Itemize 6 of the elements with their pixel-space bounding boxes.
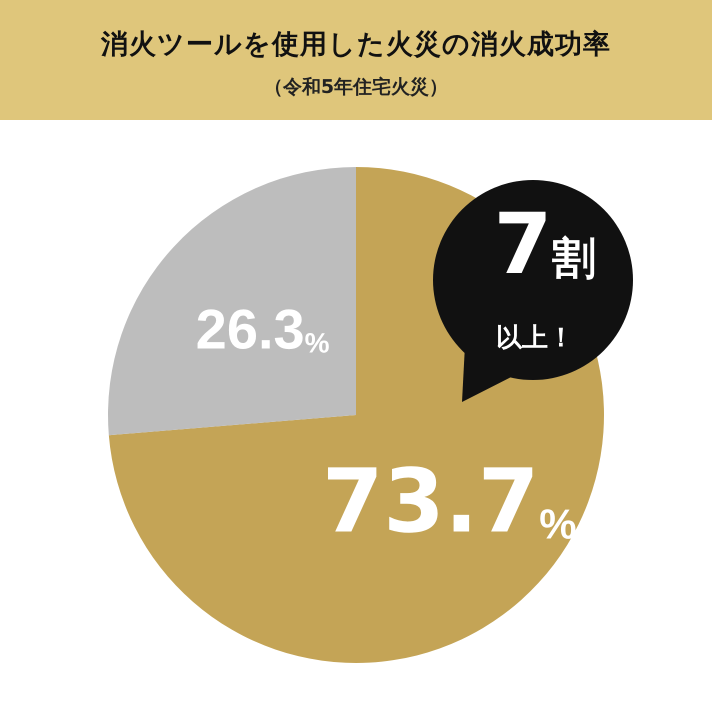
data-label: 73.7% (322, 450, 577, 553)
chart-subtitle: （令和5年住宅火災） (262, 75, 450, 100)
text: 以上！ (496, 323, 574, 353)
chart-title: 消火ツールを使用した火災の消火成功率 (100, 28, 612, 62)
text: 7割 (494, 195, 596, 293)
data-label: 26.3% (196, 297, 330, 360)
